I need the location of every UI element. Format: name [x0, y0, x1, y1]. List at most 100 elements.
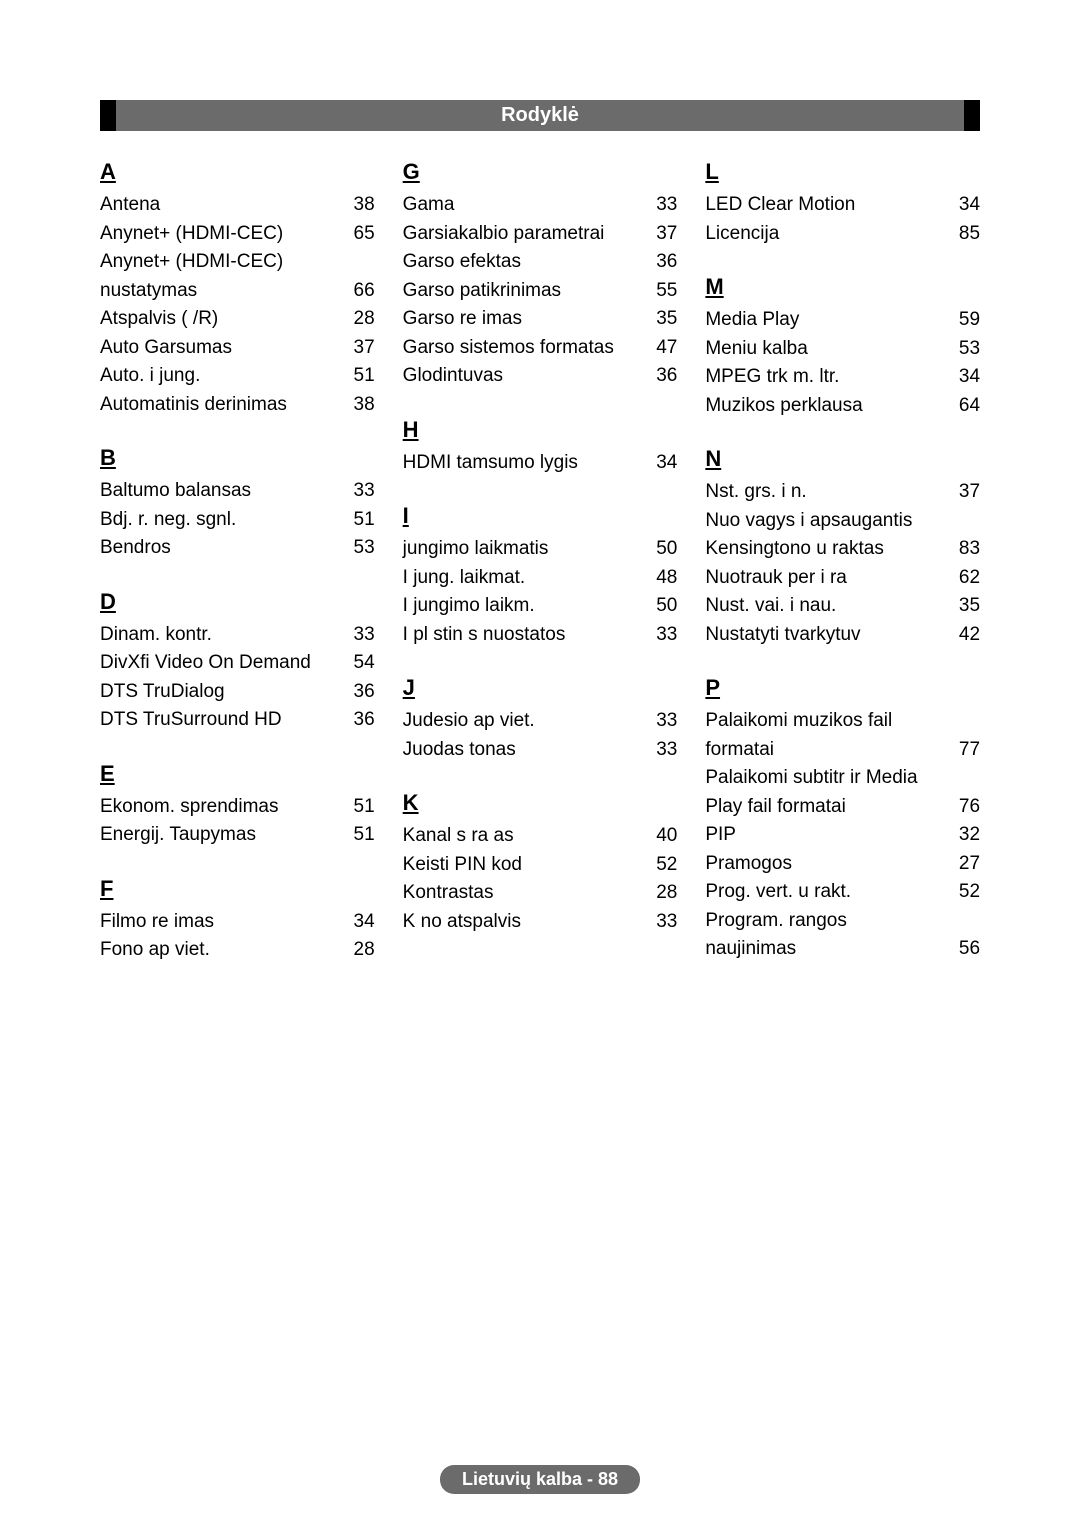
- entry-label: DTS TruSurround HD: [100, 706, 339, 735]
- entry-label: Nustatyti tvarkytuv: [705, 621, 944, 650]
- entry-label: MPEG trk m. ltr.: [705, 363, 944, 392]
- entry-label: Media Play: [705, 306, 944, 335]
- entry-page: 47: [641, 334, 677, 363]
- entry-label: Fono ap viet.: [100, 936, 339, 965]
- entry-label: Kanal s ra as: [403, 822, 642, 851]
- index-entry: Media Play59: [705, 306, 980, 335]
- entry-label: DTS TruDialog: [100, 678, 339, 707]
- entry-page: 33: [339, 477, 375, 506]
- index-entry: I jungimo laikm.50: [403, 592, 678, 621]
- entry-label: LED Clear Motion: [705, 191, 944, 220]
- entry-page: 34: [641, 449, 677, 478]
- entry-label: I jung. laikmat.: [403, 564, 642, 593]
- entry-page: 52: [944, 878, 980, 907]
- section-letter: L: [705, 159, 980, 185]
- entry-label: K no atspalvis: [403, 908, 642, 937]
- index-entry: Anynet+ (HDMI-CEC) nustatymas66: [100, 248, 375, 305]
- entry-label: Licencija: [705, 220, 944, 249]
- index-entry: Nuotrauk per i ra62: [705, 564, 980, 593]
- index-entry: Keisti PIN kod52: [403, 851, 678, 880]
- entry-page: 50: [641, 535, 677, 564]
- entry-page: 55: [641, 277, 677, 306]
- index-entry: K no atspalvis33: [403, 908, 678, 937]
- entry-label: Nuo vagys i apsaugantis Kensingtono u ra…: [705, 507, 944, 564]
- entry-page: 35: [944, 592, 980, 621]
- entry-label: Garsiakalbio parametrai: [403, 220, 642, 249]
- index-entry: Nustatyti tvarkytuv42: [705, 621, 980, 650]
- entry-page: 66: [339, 277, 375, 306]
- section-letter: P: [705, 675, 980, 701]
- index-entry: Judesio ap viet.33: [403, 707, 678, 736]
- index-entry: Auto Garsumas37: [100, 334, 375, 363]
- entry-label: Pramogos: [705, 850, 944, 879]
- entry-label: I jungimo laikm.: [403, 592, 642, 621]
- index-entry: Glodintuvas36: [403, 362, 678, 391]
- entry-label: Energij. Taupymas: [100, 821, 339, 850]
- index-entry: I jung. laikmat.48: [403, 564, 678, 593]
- entry-label: Nst. grs. i n.: [705, 478, 944, 507]
- entry-label: Judesio ap viet.: [403, 707, 642, 736]
- index-column: GGama33Garsiakalbio parametrai37Garso ef…: [403, 159, 678, 965]
- index-column: AAntena38Anynet+ (HDMI-CEC)65Anynet+ (HD…: [100, 159, 375, 965]
- entry-label: Garso re imas: [403, 305, 642, 334]
- index-entry: Atspalvis ( /R)28: [100, 305, 375, 334]
- entry-page: 53: [944, 335, 980, 364]
- entry-page: 34: [339, 908, 375, 937]
- index-entry: Garso re imas35: [403, 305, 678, 334]
- section-letter: G: [403, 159, 678, 185]
- entry-label: Garso sistemos formatas: [403, 334, 642, 363]
- entry-label: Ekonom. sprendimas: [100, 793, 339, 822]
- index-entry: Muzikos perklausa64: [705, 392, 980, 421]
- entry-label: Glodintuvas: [403, 362, 642, 391]
- entry-page: 28: [641, 879, 677, 908]
- entry-page: 28: [339, 936, 375, 965]
- index-entry: Garso sistemos formatas47: [403, 334, 678, 363]
- index-entry: Licencija85: [705, 220, 980, 249]
- entry-page: 56: [944, 935, 980, 964]
- entry-page: 77: [944, 736, 980, 765]
- entry-label: Antena: [100, 191, 339, 220]
- index-entry: Palaikomi muzikos fail formatai77: [705, 707, 980, 764]
- entry-label: Anynet+ (HDMI-CEC) nustatymas: [100, 248, 339, 305]
- entry-page: 64: [944, 392, 980, 421]
- entry-page: 33: [641, 707, 677, 736]
- entry-page: 83: [944, 535, 980, 564]
- index-entry: Bdj. r. neg. sgnl.51: [100, 506, 375, 535]
- index-entry: Automatinis derinimas38: [100, 391, 375, 420]
- entry-label: Palaikomi subtitr ir Media Play fail for…: [705, 764, 944, 821]
- entry-page: 76: [944, 793, 980, 822]
- entry-page: 36: [339, 706, 375, 735]
- entry-label: Program. rangos naujinimas: [705, 907, 944, 964]
- section-letter: H: [403, 417, 678, 443]
- index-entry: Juodas tonas33: [403, 736, 678, 765]
- entry-label: Atspalvis ( /R): [100, 305, 339, 334]
- index-columns: AAntena38Anynet+ (HDMI-CEC)65Anynet+ (HD…: [100, 159, 980, 965]
- entry-page: 37: [641, 220, 677, 249]
- entry-page: 62: [944, 564, 980, 593]
- entry-page: 33: [339, 621, 375, 650]
- section-letter: M: [705, 274, 980, 300]
- entry-label: Automatinis derinimas: [100, 391, 339, 420]
- page-footer: Lietuvių kalba - 88: [0, 1465, 1080, 1494]
- entry-label: PIP: [705, 821, 944, 850]
- entry-label: Juodas tonas: [403, 736, 642, 765]
- index-entry: Baltumo balansas33: [100, 477, 375, 506]
- entry-label: Prog. vert. u rakt.: [705, 878, 944, 907]
- index-entry: DTS TruSurround HD36: [100, 706, 375, 735]
- entry-page: 59: [944, 306, 980, 335]
- entry-page: 36: [641, 362, 677, 391]
- entry-label: Bendros: [100, 534, 339, 563]
- index-entry: Dinam. kontr.33: [100, 621, 375, 650]
- entry-page: 33: [641, 908, 677, 937]
- entry-page: 54: [339, 649, 375, 678]
- index-entry: Energij. Taupymas51: [100, 821, 375, 850]
- entry-label: Dinam. kontr.: [100, 621, 339, 650]
- entry-label: Gama: [403, 191, 642, 220]
- entry-label: Muzikos perklausa: [705, 392, 944, 421]
- index-entry: Program. rangos naujinimas56: [705, 907, 980, 964]
- entry-label: Filmo re imas: [100, 908, 339, 937]
- index-entry: Garso patikrinimas55: [403, 277, 678, 306]
- entry-label: Meniu kalba: [705, 335, 944, 364]
- index-entry: Ekonom. sprendimas51: [100, 793, 375, 822]
- entry-label: HDMI tamsumo lygis: [403, 449, 642, 478]
